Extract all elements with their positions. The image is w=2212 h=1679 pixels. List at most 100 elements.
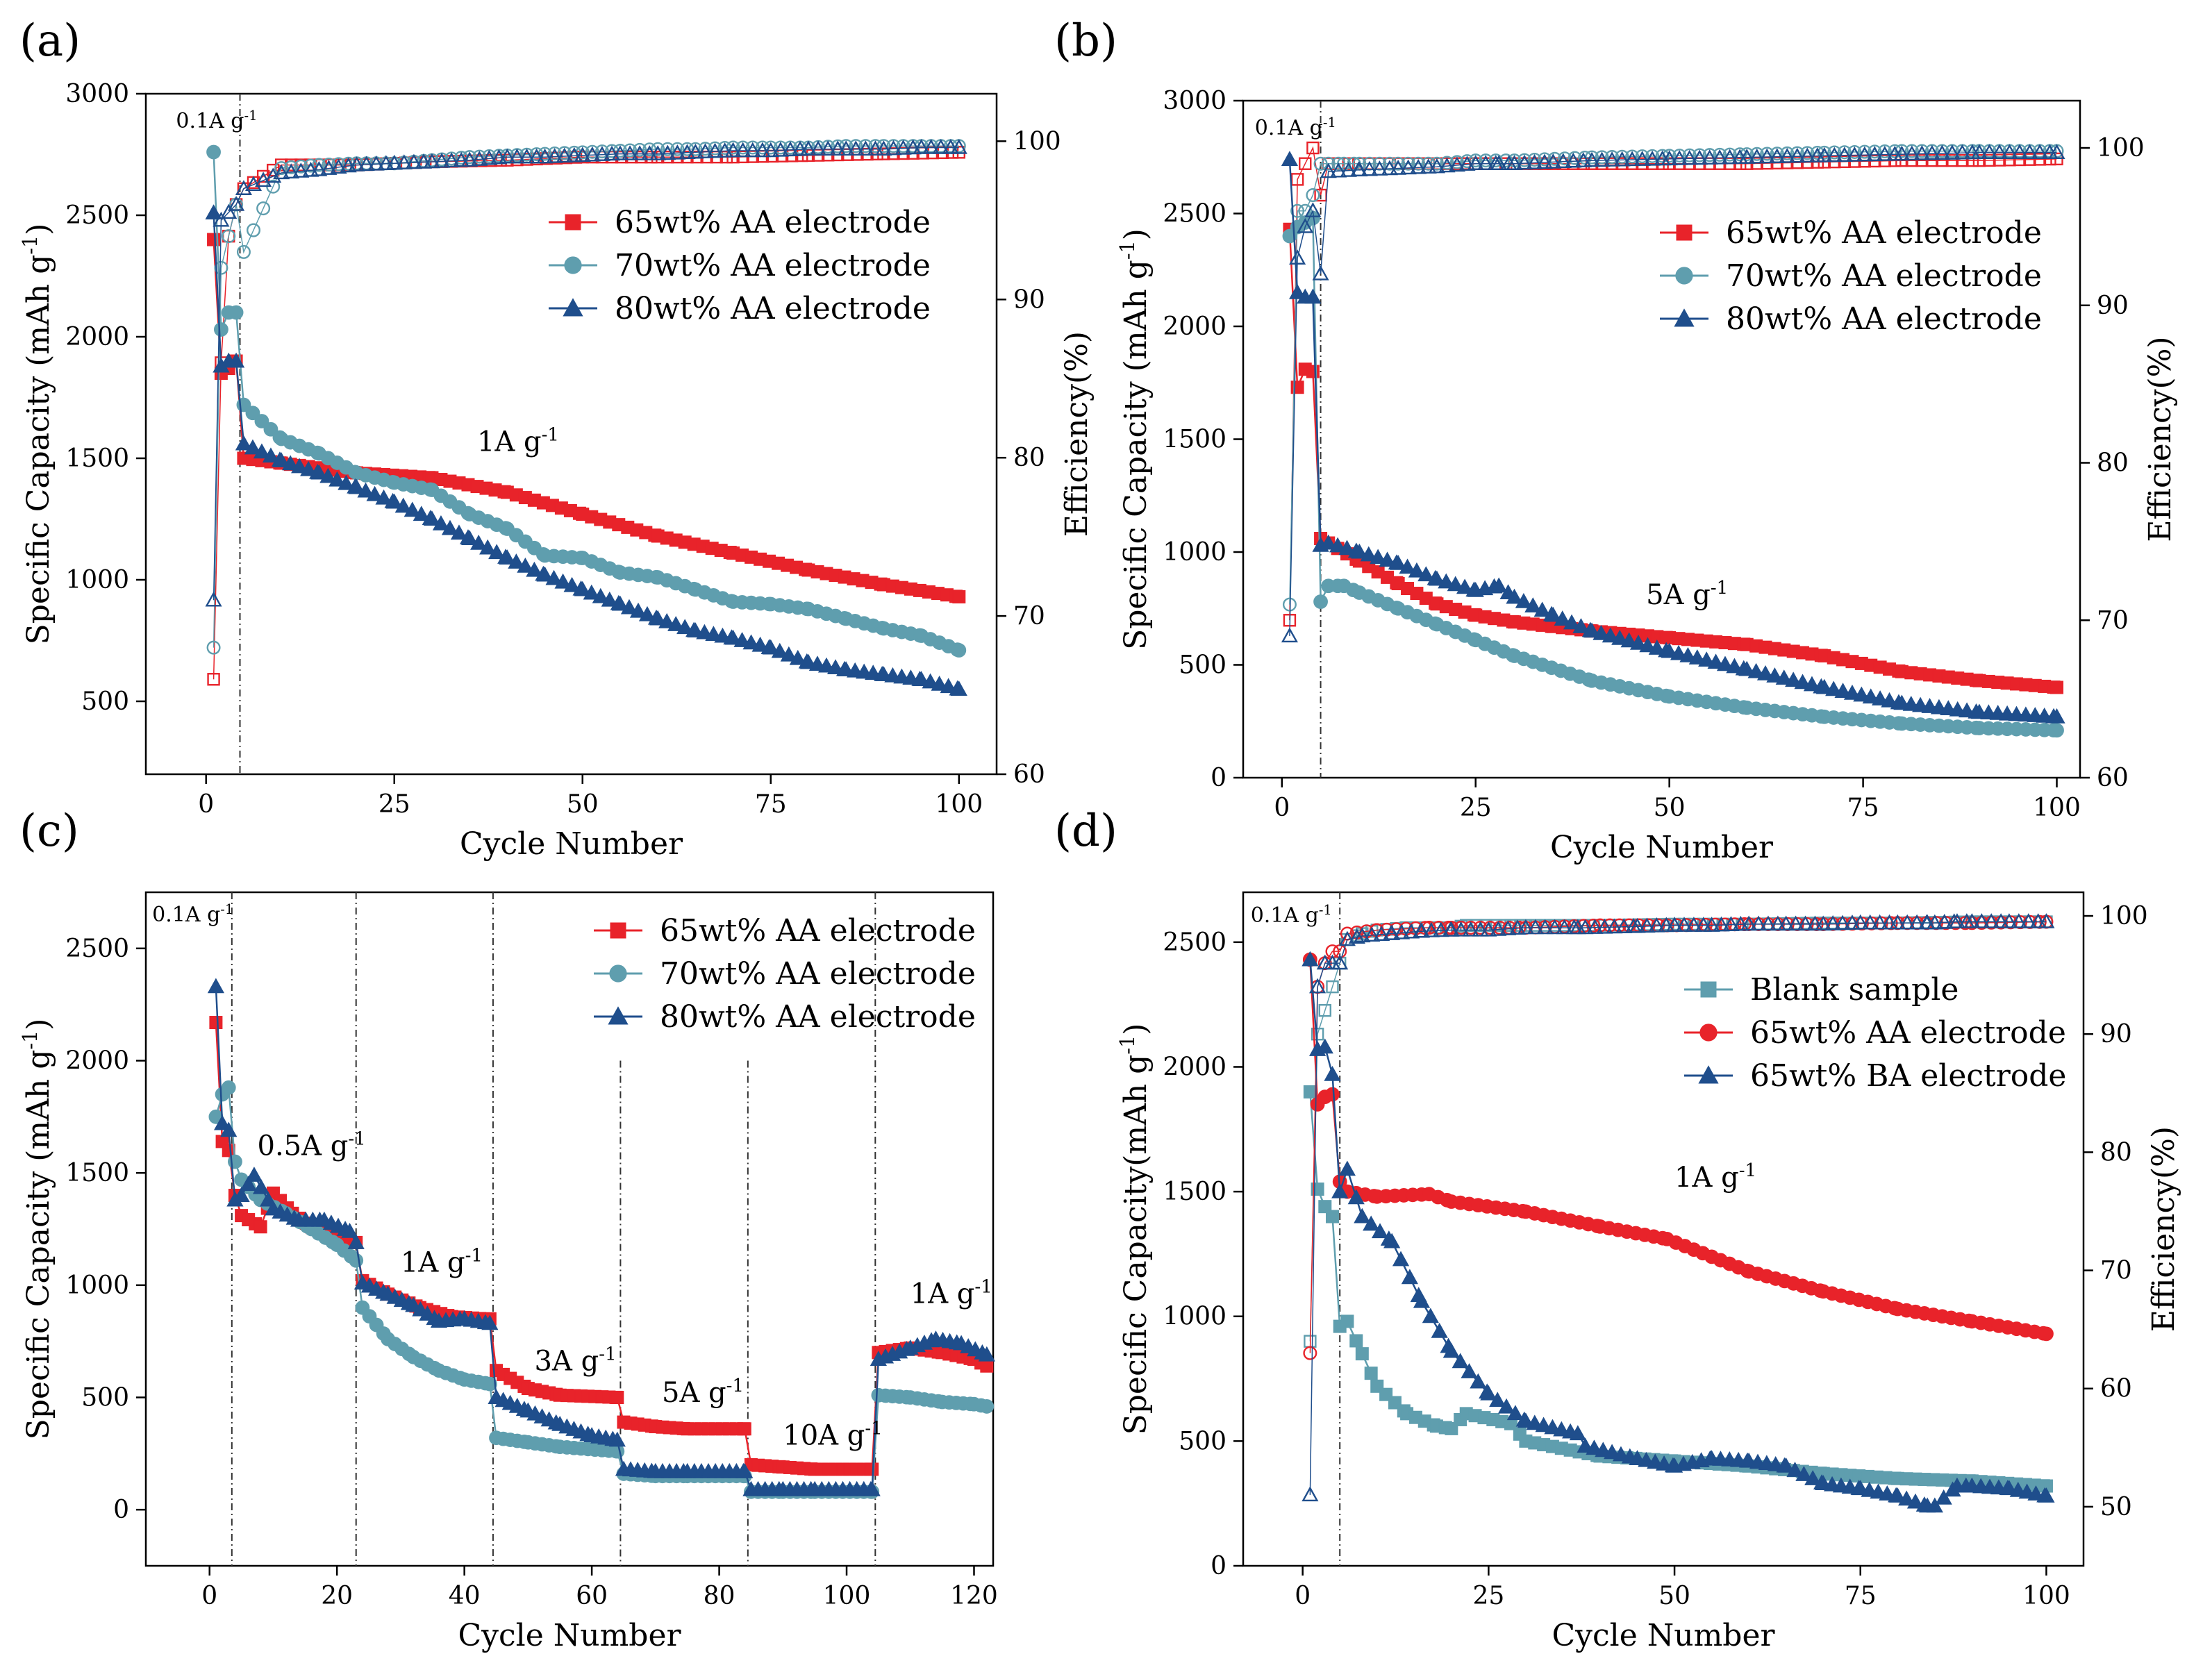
capacity-point [1639,637,1656,653]
y2-tick-label: 70 [2097,606,2129,635]
capacity-point [1804,1470,1822,1485]
capacity-point [724,629,742,645]
capacity-point [244,439,262,455]
efficiency-point [1390,160,1407,175]
efficiency-point [1635,149,1649,164]
capacity-point [1320,534,1337,550]
efficiency-point [1527,919,1544,935]
capacity-point [1648,640,1665,655]
y-tick-label: 0 [1211,764,1226,792]
efficiency-point [1306,188,1320,203]
efficiency-point [1612,918,1627,933]
efficiency-point [228,196,245,211]
capacity-point [1679,646,1697,662]
y2-tick-label: 80 [2100,1138,2132,1167]
efficiency-point [1915,153,1929,167]
efficiency-point [1586,919,1604,934]
capacity-point [620,599,638,615]
efficiency-point [1348,928,1365,944]
efficiency-point [847,140,865,156]
efficiency-point [679,144,696,160]
efficiency-point [348,156,365,172]
efficiency-point [2011,144,2029,160]
efficiency-point [913,139,930,154]
efficiency-point [1993,913,2010,928]
x-tick-label: 50 [1654,794,1686,822]
legend-label: 65wt% BA electrode [1750,1058,2066,1094]
efficiency-point [499,148,516,164]
efficiency-point [1297,217,1314,233]
y-tick-label: 1500 [65,1159,129,1187]
panel-label-c: (c) [19,805,79,857]
chart-b: (b)0 25 50 75 100050010001500200025003000607… [1054,15,2178,865]
capacity-point [1926,1497,1943,1513]
y2-axis-title: Efficiency(%) [2143,336,2178,542]
legend-label: 70wt% AA electrode [660,956,976,992]
y-axis-title: Specific Capacity (mAh g-1) [18,1019,56,1440]
series-80wt-aa-electrode [1281,144,2065,724]
y-tick-label: 2000 [1163,1053,1226,1081]
efficiency-point [443,152,460,168]
capacity-point [1803,676,1821,692]
capacity-point [1480,1385,1497,1401]
capacity-point [1351,543,1368,559]
y-tick-label: 0 [1211,1552,1226,1580]
legend-marker [609,964,627,983]
capacity-point [1738,660,1756,676]
efficiency-point [1711,149,1729,165]
capacity-point [1379,551,1396,567]
efficiency-point [2043,152,2056,166]
efficiency-point [1411,156,1426,171]
efficiency-point [574,147,591,162]
efficiency-point [1948,913,1966,928]
capacity-point [554,573,572,589]
efficiency-point [1866,146,1883,162]
capacity-point [1688,649,1706,665]
capacity-point [432,515,450,531]
capacity-point [922,673,939,689]
annotation: 1A g-1 [401,1245,483,1278]
efficiency-point [1318,1003,1331,1017]
efficiency-point [1480,921,1497,937]
capacity-point [1360,546,1377,562]
efficiency-point [1648,917,1665,933]
efficiency-point [1506,155,1523,170]
x-axis-title: Cycle Number [1552,1618,1775,1653]
capacity-point [1438,573,1455,589]
x-axis-title: Cycle Number [1550,830,1774,865]
efficiency-point [1440,156,1454,170]
efficiency-point [1702,148,1717,162]
efficiency-point [1393,924,1411,939]
efficiency-point [1499,920,1517,935]
y-tick-label: 500 [81,687,129,716]
efficiency-point [322,157,336,172]
y-tick-label: 1500 [65,444,129,473]
efficiency-point [660,142,675,156]
capacity-point [1572,618,1590,633]
efficiency-point [1402,923,1420,939]
efficiency-point [1526,154,1543,169]
legend-marker [565,214,581,231]
efficiency-point [1303,1346,1317,1360]
capacity-point [357,482,374,498]
efficiency-point [1546,919,1563,935]
capacity-point [676,619,694,635]
capacity-point [742,634,760,650]
efficiency-point [1956,153,1969,167]
capacity-point [1583,622,1601,638]
efficiency-point [1703,917,1720,932]
y-tick-label: 2500 [1163,200,1226,228]
efficiency-point [1391,156,1406,171]
x-tick-label: 80 [704,1582,735,1610]
capacity-point [488,544,506,560]
efficiency-point [1877,144,1892,159]
capacity-point [1853,686,1870,702]
capacity-point [952,590,966,603]
capacity-point [254,414,269,428]
efficiency-point [1871,914,1888,930]
capacity-point [1698,651,1715,667]
capacity-point [245,1167,263,1182]
annotation: 1A g-1 [910,1277,992,1310]
capacity-point [1881,692,1898,708]
efficiency-point [1383,925,1401,940]
